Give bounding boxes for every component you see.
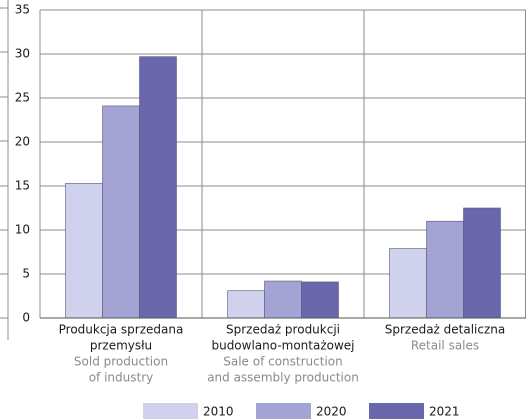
bar <box>102 105 140 319</box>
x-tick-label: Sprzedaż produkcji <box>226 323 340 337</box>
y-tick-label: 20 <box>15 135 30 149</box>
y-tick-label: 0 <box>22 311 30 325</box>
y-tick-label: 25 <box>15 91 30 105</box>
bar <box>65 183 103 319</box>
y-tick-label: 30 <box>15 47 30 61</box>
y-tick-label: 35 <box>15 3 30 17</box>
x-tick-translation: Retail sales <box>411 339 479 353</box>
x-tick-translation: and assembly production <box>207 371 359 385</box>
bar <box>301 281 339 319</box>
left-panel-edge <box>0 0 9 340</box>
x-tick-label: przemysłu <box>90 339 152 353</box>
x-tick-label: budowlano-montażowej <box>211 339 354 353</box>
x-tick-translation: Sale of construction <box>223 355 343 369</box>
y-tick-label: 10 <box>15 223 30 237</box>
x-tick-translation: Sold production <box>74 355 168 369</box>
bar <box>139 56 177 319</box>
legend-label: 2021 <box>429 405 460 419</box>
bar <box>227 290 265 319</box>
legend-swatch <box>256 403 311 419</box>
legend-swatch <box>143 403 198 419</box>
bar <box>426 220 464 319</box>
y-tick-label: 15 <box>15 179 30 193</box>
y-tick-label: 5 <box>22 267 30 281</box>
bar <box>463 207 501 319</box>
bar <box>264 280 302 319</box>
legend-label: 2020 <box>316 405 347 419</box>
legend-swatch <box>369 403 424 419</box>
legend-label: 2010 <box>203 405 234 419</box>
x-tick-label: Produkcja sprzedana <box>59 323 184 337</box>
x-tick-translation: of industry <box>89 371 154 385</box>
bar <box>389 248 427 319</box>
x-tick-label: Sprzedaż detaliczna <box>385 323 506 337</box>
